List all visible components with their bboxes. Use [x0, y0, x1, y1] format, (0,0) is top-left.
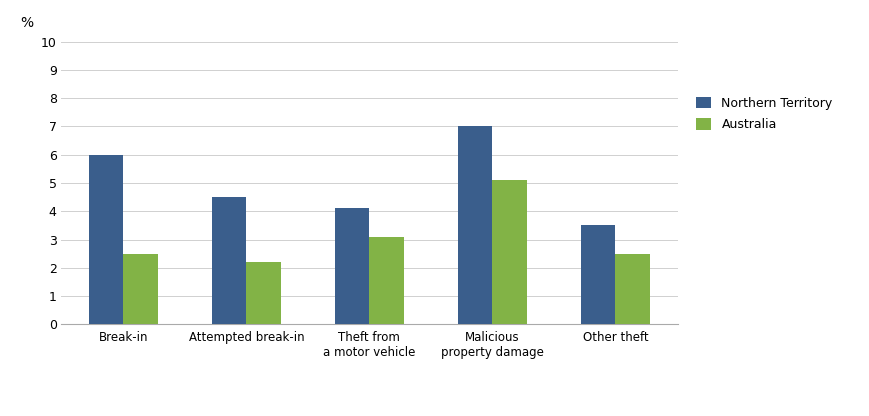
Bar [212, 197, 246, 324]
Bar [123, 254, 158, 324]
Bar [246, 262, 281, 324]
Legend: Northern Territory, Australia: Northern Territory, Australia [690, 90, 839, 138]
Text: %: % [21, 16, 34, 30]
Bar [89, 155, 123, 324]
Bar [458, 126, 493, 324]
Bar [615, 254, 650, 324]
Bar [369, 237, 404, 324]
Bar [335, 208, 369, 324]
Bar [493, 180, 527, 324]
Bar [580, 225, 615, 324]
